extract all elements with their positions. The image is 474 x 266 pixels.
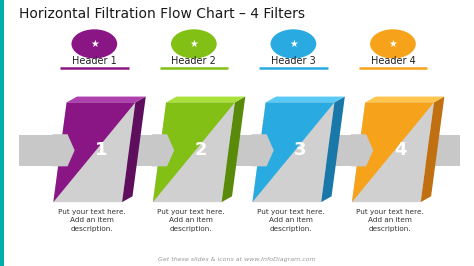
Text: ★: ★	[90, 39, 99, 49]
Text: Put your text here.
Add an item
description.: Put your text here. Add an item descript…	[257, 209, 325, 232]
Text: 2: 2	[195, 141, 207, 159]
Text: ★: ★	[289, 39, 298, 49]
Text: ★: ★	[190, 39, 198, 49]
Text: 1: 1	[95, 141, 108, 159]
Polygon shape	[352, 102, 434, 202]
Polygon shape	[252, 102, 334, 202]
Polygon shape	[265, 97, 345, 102]
Polygon shape	[365, 97, 444, 102]
Polygon shape	[352, 102, 434, 202]
Text: Header 3: Header 3	[271, 56, 316, 66]
Text: Header 1: Header 1	[72, 56, 117, 66]
Text: Header 2: Header 2	[172, 56, 216, 66]
Text: Horizontal Filtration Flow Chart – 4 Filters: Horizontal Filtration Flow Chart – 4 Fil…	[19, 7, 305, 21]
Ellipse shape	[369, 28, 417, 59]
Polygon shape	[321, 97, 345, 202]
Ellipse shape	[71, 28, 118, 59]
Polygon shape	[152, 134, 174, 166]
Ellipse shape	[270, 28, 317, 59]
Polygon shape	[54, 102, 136, 202]
Text: Put your text here.
Add an item
description.: Put your text here. Add an item descript…	[58, 209, 126, 232]
Polygon shape	[153, 102, 235, 202]
Polygon shape	[221, 97, 246, 202]
Polygon shape	[153, 102, 235, 202]
Ellipse shape	[170, 28, 218, 59]
Polygon shape	[53, 134, 75, 166]
Polygon shape	[54, 102, 136, 202]
Polygon shape	[251, 134, 274, 166]
Text: Header 4: Header 4	[371, 56, 415, 66]
Text: ★: ★	[389, 39, 397, 49]
Text: Get these slides & icons at www.InfoDiagram.com: Get these slides & icons at www.InfoDiag…	[158, 257, 316, 262]
Text: 3: 3	[294, 141, 307, 159]
Text: Put your text here.
Add an item
description.: Put your text here. Add an item descript…	[356, 209, 424, 232]
Polygon shape	[420, 97, 444, 202]
Bar	[0, 0, 4, 266]
Polygon shape	[252, 102, 334, 202]
Polygon shape	[166, 97, 246, 102]
Polygon shape	[66, 97, 146, 102]
Text: 4: 4	[394, 141, 406, 159]
Text: Put your text here.
Add an item
description.: Put your text here. Add an item descript…	[157, 209, 225, 232]
Polygon shape	[122, 97, 146, 202]
Polygon shape	[19, 135, 460, 165]
Polygon shape	[351, 134, 373, 166]
